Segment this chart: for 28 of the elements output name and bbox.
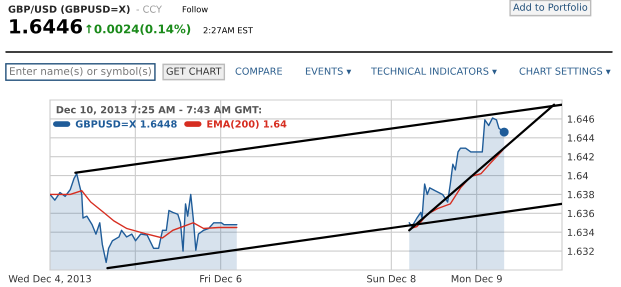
text: ↑0.0024(0.14%) <box>86 24 190 35</box>
y-tick-label: 1.644 <box>568 134 594 142</box>
chart-title: GBP/USD (GBPUSD=X) <box>8 5 130 14</box>
x-tick-label: Wed Dec 4, 2013 <box>8 274 91 284</box>
text: Add to Portfolio <box>513 3 588 11</box>
y-tick-label: 1.634 <box>568 228 594 236</box>
x-tick-label: Mon Dec 9 <box>452 275 502 282</box>
y-tick-label: 1.636 <box>568 210 594 218</box>
text: Follow <box>182 6 208 12</box>
text: - CCY <box>136 5 162 13</box>
legend-title: Dec 10, 2013 7:25 AM - 7:43 AM GMT: <box>56 106 261 115</box>
text: GET CHART <box>166 67 222 75</box>
y-tick-label: 1.642 <box>568 153 594 160</box>
text: 2:27AM EST <box>204 27 253 34</box>
y-tick-label: 1.638 <box>568 190 594 198</box>
text: CHART SETTINGS ▾ <box>520 67 611 75</box>
text: Enter name(s) or symbol(s) <box>10 66 151 78</box>
y-tick-label: 1.64 <box>568 172 588 180</box>
x-tick-label: Fri Dec 6 <box>200 274 242 282</box>
text: TECHNICAL INDICATORS ▾ <box>370 67 497 75</box>
legend-label: EMA(200) 1.64 <box>207 120 286 129</box>
text: COMPARE <box>236 67 282 75</box>
x-tick-label: Sun Dec 8 <box>367 275 416 282</box>
y-tick-label: 1.646 <box>568 115 594 123</box>
text: EVENTS ▾ <box>306 67 352 75</box>
y-tick-label: 1.632 <box>568 248 594 255</box>
text: 1.6446 <box>10 18 82 34</box>
legend-label: GBPUSD=X 1.6448 <box>76 120 177 128</box>
